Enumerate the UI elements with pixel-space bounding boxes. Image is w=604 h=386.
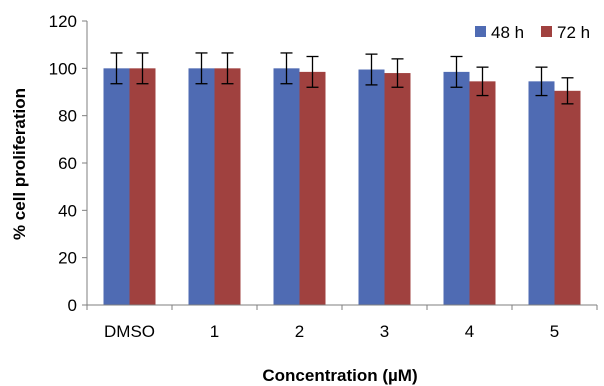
y-tick-label: 120 <box>49 12 77 31</box>
bar-72h-2 <box>299 71 326 305</box>
error-bars-layer <box>110 52 574 105</box>
bar-72h-1 <box>214 68 241 305</box>
axes-layer: 0 20 40 60 80 100 120 DMSO 1 2 3 4 5 <box>49 12 598 341</box>
x-tick-label-5: 5 <box>550 322 559 341</box>
bar-48h-5 <box>528 81 555 305</box>
bar-48h-3 <box>358 69 385 306</box>
bar-72h-3 <box>384 73 411 305</box>
legend-swatch-48h <box>475 26 486 37</box>
x-tick-label-4: 4 <box>465 322 474 341</box>
bar-48h-dmso <box>103 68 130 305</box>
bar-72h-4 <box>469 81 496 305</box>
x-tick-label-dmso: DMSO <box>104 322 155 341</box>
bar-72h-dmso <box>129 68 156 305</box>
legend-label-48h: 48 h <box>491 23 524 42</box>
bar-48h-1 <box>188 68 215 305</box>
y-tick-label: 100 <box>49 59 77 78</box>
x-axis-title: Concentration (µM) <box>262 366 417 385</box>
bar-72h-5 <box>554 90 581 305</box>
bar-48h-2 <box>273 68 300 305</box>
bars-layer <box>103 68 581 306</box>
y-tick-label: 60 <box>58 154 77 173</box>
y-tick-label: 40 <box>58 201 77 220</box>
legend-swatch-72h <box>541 26 552 37</box>
y-tick-label: 20 <box>58 249 77 268</box>
y-tick-label: 80 <box>58 107 77 126</box>
y-axis-title: % cell proliferation <box>10 88 29 240</box>
y-tick-label: 0 <box>68 296 77 315</box>
legend-label-72h: 72 h <box>557 23 590 42</box>
x-tick-label-1: 1 <box>210 322 219 341</box>
x-tick-label-2: 2 <box>295 322 304 341</box>
bar-48h-4 <box>443 71 470 305</box>
x-tick-label-3: 3 <box>380 322 389 341</box>
legend: 48 h 72 h <box>475 23 590 42</box>
